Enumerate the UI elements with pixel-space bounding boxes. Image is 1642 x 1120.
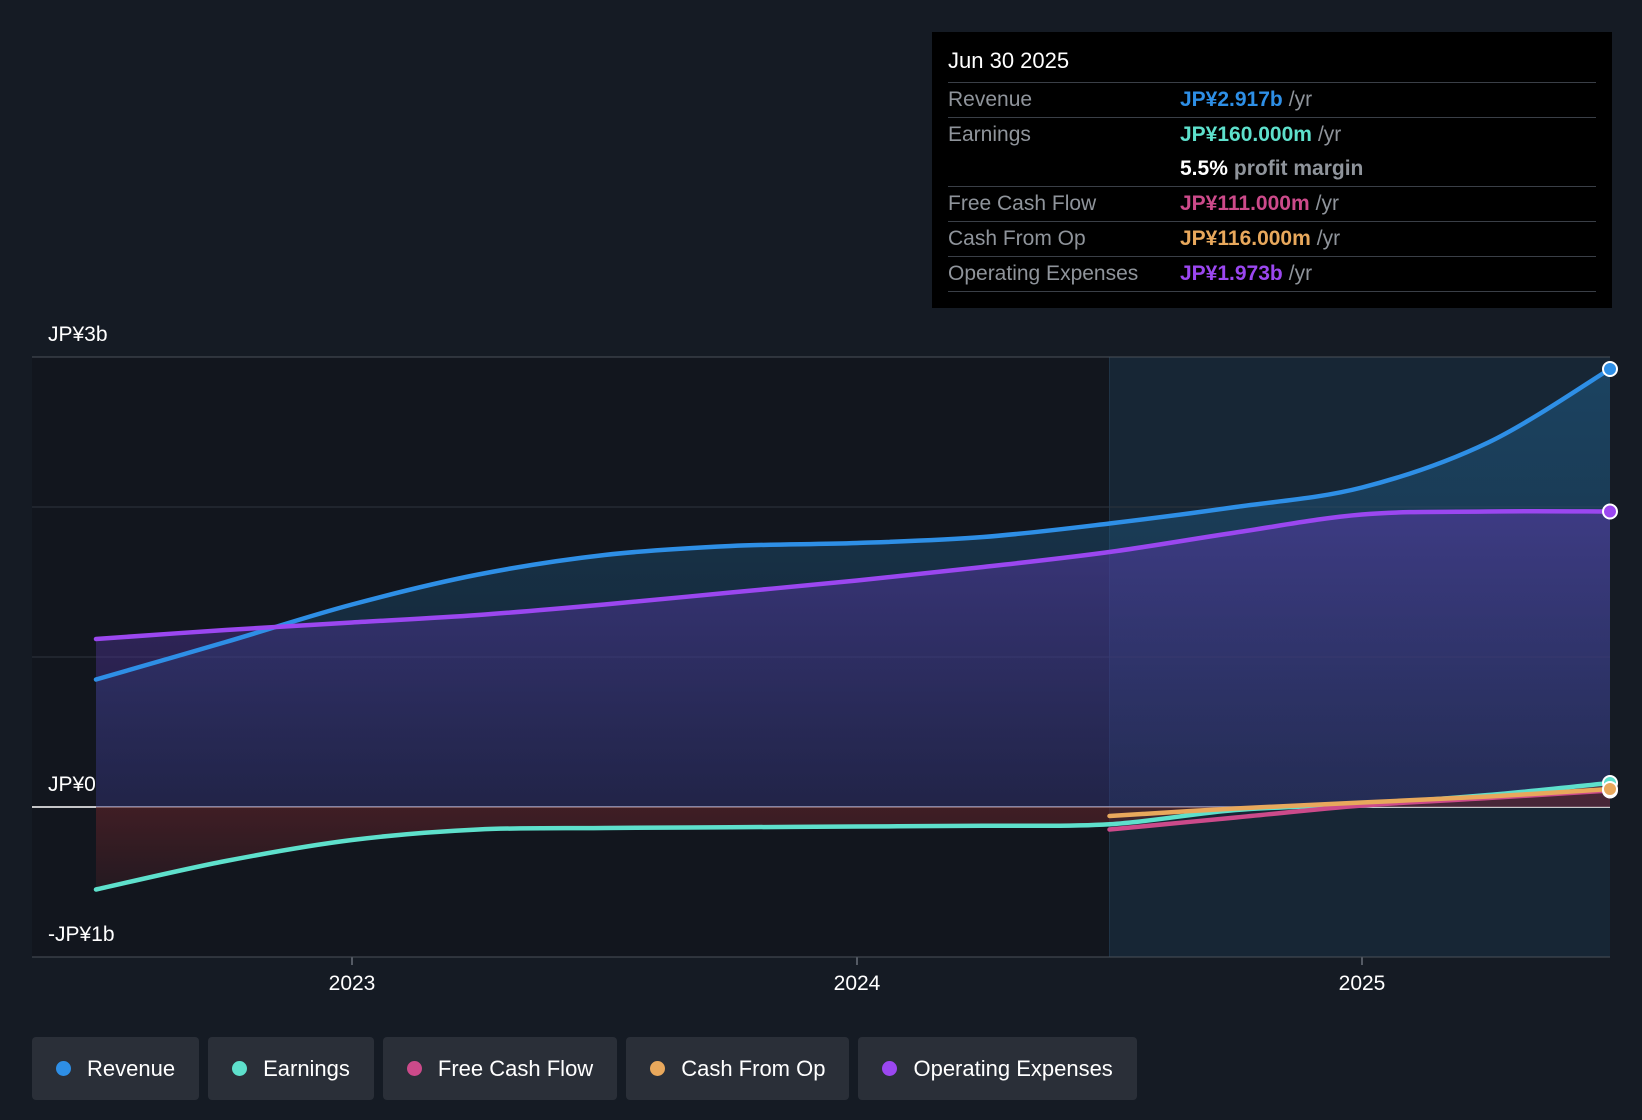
y-axis-label: JP¥3b [48,323,108,346]
legend-item-earnings[interactable]: Earnings [208,1037,374,1100]
tooltip-date: Jun 30 2025 [948,46,1596,83]
legend-item-free-cash-flow[interactable]: Free Cash Flow [382,1037,618,1100]
tooltip-unit: profit margin [1233,157,1364,180]
legend-item-revenue[interactable]: Revenue [32,1037,200,1100]
tooltip-unit: /yr [1316,227,1341,250]
axis-labels: JP¥3b JP¥0 -JP¥1b 2023 2024 2025 [32,323,1610,995]
tooltip-row-cfo: Cash From Op JP¥116.000m /yr [948,222,1596,257]
tooltip-value: JP¥111.000m [1180,192,1310,215]
legend-label: Revenue [87,1055,176,1081]
legend-label: Free Cash Flow [437,1055,594,1081]
endpoint-operating-expenses [1602,503,1618,520]
tooltip-label: Free Cash Flow [948,192,1097,215]
y-axis-label: JP¥0 [48,773,96,796]
line-revenue [93,366,1613,682]
x-tick-label: 2023 [329,972,376,995]
endpoint-cash-from-op [1602,781,1618,797]
legend-label: Cash From Op [681,1055,826,1081]
tooltip-row-opex: Operating Expenses JP¥1.973b /yr [948,257,1596,292]
tooltip-value: JP¥2.917b [1180,88,1283,111]
legend-label: Earnings [263,1055,350,1081]
tooltip-panel: Jun 30 2025 Revenue JP¥2.917b /yr Earnin… [932,32,1612,308]
legend: Revenue Earnings Free Cash Flow Cash Fro… [32,1037,1137,1100]
tooltip-unit: /yr [1315,192,1339,215]
tooltip-row-earnings: Earnings JP¥160.000m /yr [948,118,1596,152]
legend-item-operating-expenses[interactable]: Operating Expenses [858,1037,1137,1100]
series-end-points [1602,361,1618,799]
tooltip-row-fcf: Free Cash Flow JP¥111.000m /yr [948,187,1596,222]
tooltip-label [948,152,1180,186]
legend-label: Operating Expenses [913,1055,1113,1081]
tooltip-row-margin: 5.5% profit margin [948,152,1596,187]
tooltip-label: Cash From Op [948,227,1086,250]
line-operating-expenses [93,509,1613,642]
tooltip-unit: /yr [1317,123,1342,146]
legend-dot-icon [882,1061,898,1076]
series-lines [93,366,1613,892]
tooltip-value: JP¥1.973b [1180,262,1283,285]
x-tick-label: 2024 [834,972,881,995]
endpoint-revenue [1602,361,1618,377]
legend-dot-icon [406,1061,422,1076]
area-operating-expenses [96,511,1610,807]
tooltip-unit: /yr [1288,262,1313,285]
tooltip-value: JP¥160.000m [1180,123,1312,146]
tooltip-label: Operating Expenses [948,262,1139,285]
tooltip-unit: /yr [1288,88,1313,111]
tooltip-row-revenue: Revenue JP¥2.917b /yr [948,83,1596,118]
legend-dot-icon [56,1061,71,1076]
tooltip-value: 5.5% [1180,157,1228,180]
y-axis-label: -JP¥1b [48,923,115,946]
tooltip-label: Revenue [948,88,1033,111]
tooltip-value: JP¥116.000m [1180,227,1311,250]
line-cash-from-op [1107,786,1613,819]
x-tick-label: 2025 [1339,972,1386,995]
legend-dot-icon [650,1061,666,1076]
tooltip-label: Earnings [948,123,1031,146]
legend-item-cash-from-op[interactable]: Cash From Op [626,1037,850,1100]
legend-dot-icon [232,1061,248,1076]
